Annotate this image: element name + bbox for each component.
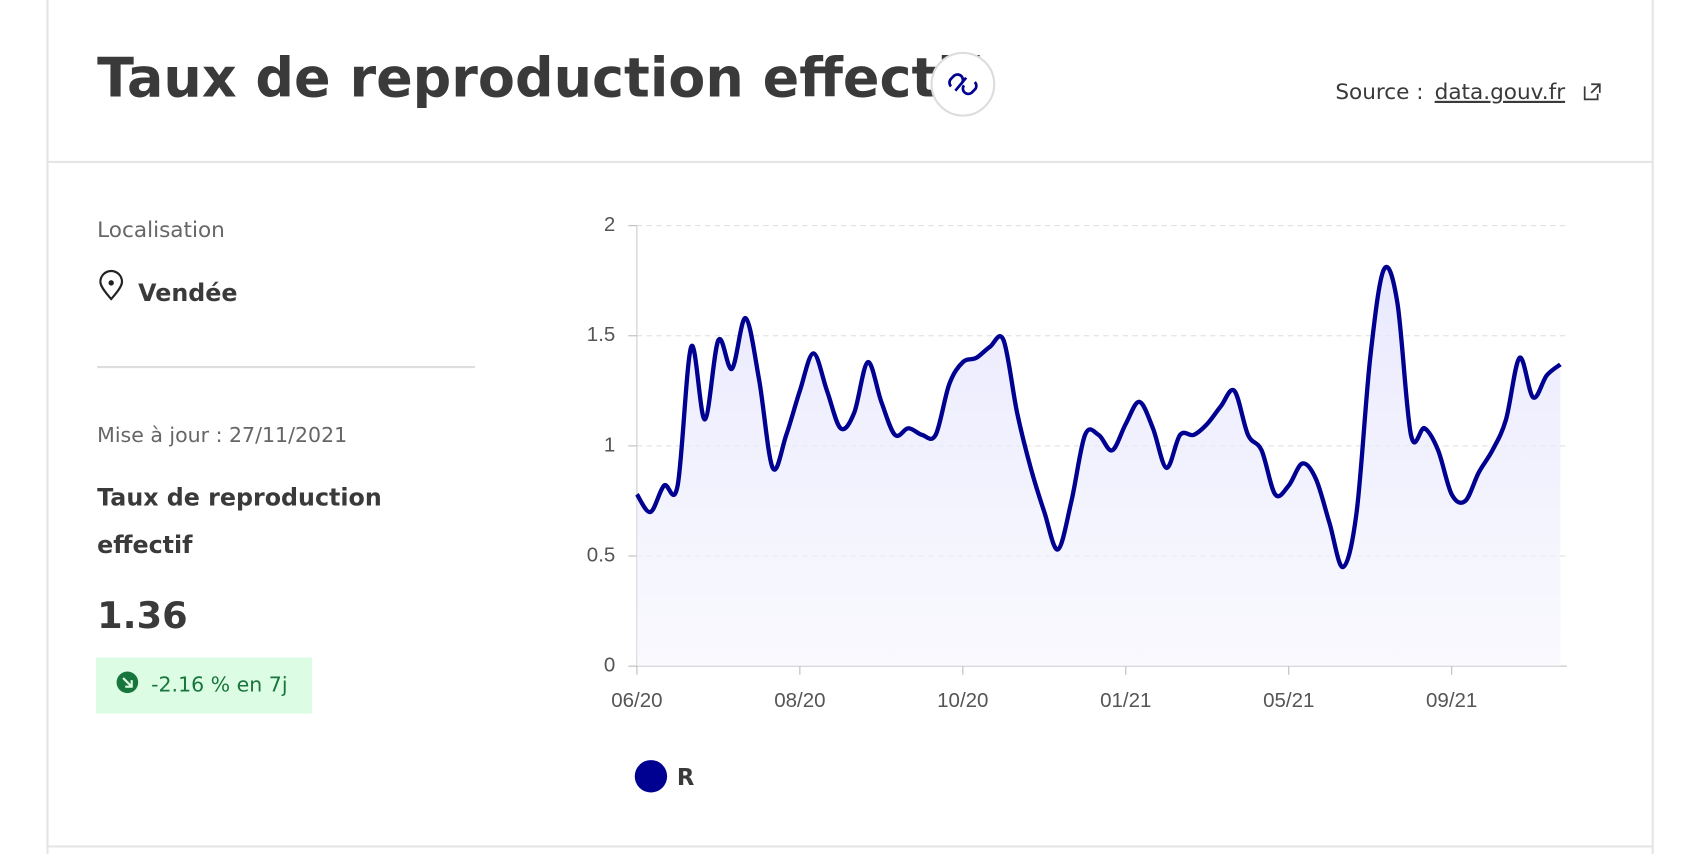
y-tick-label: 1 [604,433,615,456]
y-tick-label: 1.5 [587,323,615,346]
x-tick-label: 10/20 [937,689,988,712]
x-tick-label: 06/20 [611,689,662,712]
change-text: -2.16 % en 7j [151,673,287,697]
link-button[interactable] [930,51,996,117]
link-button-circle[interactable] [930,51,996,117]
x-tick-label: 05/21 [1263,689,1314,712]
indicator-name: Taux de reproduction effectif [97,484,382,560]
link-icon [948,73,978,96]
change-arrow [122,677,133,688]
indicator-value: 1.36 [97,594,188,637]
x-tick-label: 01/21 [1100,689,1151,712]
source-link[interactable]: data.gouv.fr [1435,80,1566,105]
update-date: Mise à jour : 27/11/2021 [97,423,347,447]
x-tick-label: 08/20 [774,689,825,712]
y-tick-label: 2 [604,213,615,236]
pin-dot [108,280,114,286]
location-label: Localisation [97,218,225,243]
source-label: Source : [1335,80,1423,105]
legend-swatch [634,760,668,793]
pin-icon [99,269,124,301]
title: Taux de reproduction effectif [97,47,980,110]
location: Vendée [138,279,237,307]
area [636,266,1561,667]
y-tick-label: 0 [604,654,615,677]
legend-label: R [677,765,694,791]
x-tick-label: 09/21 [1426,689,1477,712]
indicator-wrap: Taux de reproduction effectif [97,484,382,560]
external-icon [1583,83,1601,101]
y-tick-label: 0.5 [587,543,615,566]
line [635,264,1562,570]
